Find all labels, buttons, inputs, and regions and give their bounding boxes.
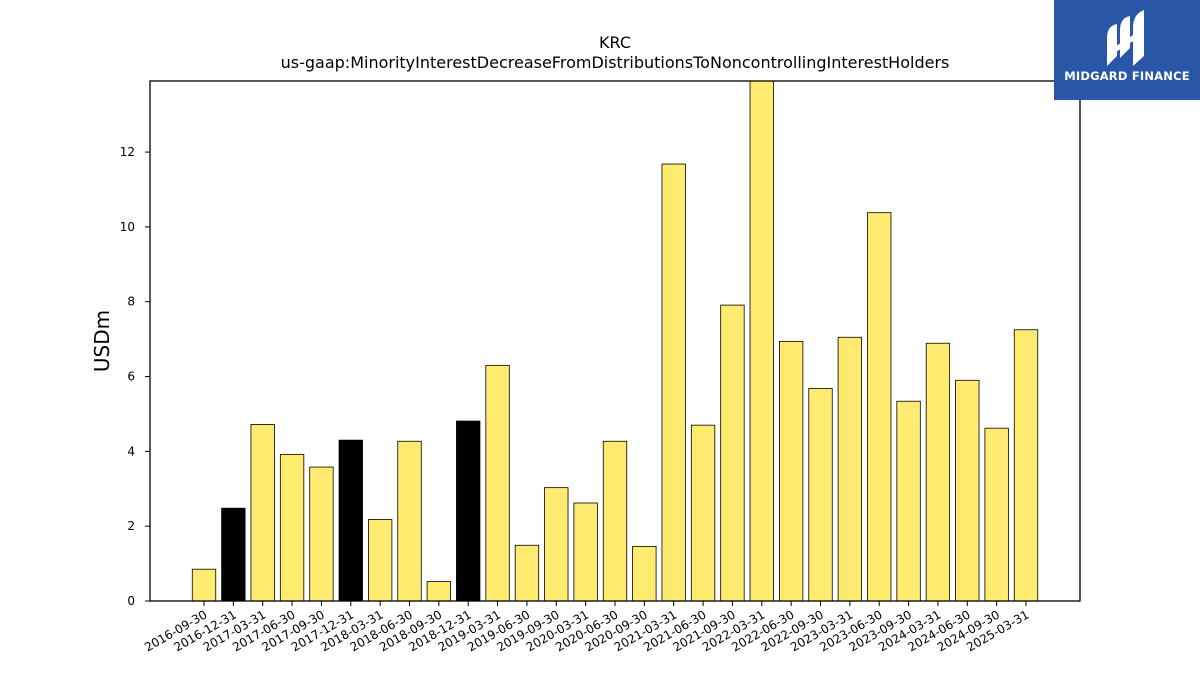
bar-2018-03-31	[367, 519, 393, 602]
y-tick-label: 6	[127, 370, 135, 384]
plot-frame	[149, 80, 1081, 602]
x-ticks-group: 2016-09-302016-12-312017-03-312017-06-30…	[142, 601, 1032, 654]
bar-2020-09-30	[632, 545, 657, 602]
bar-2018-06-30	[397, 440, 422, 602]
y-axis-label: USDm	[90, 310, 114, 372]
bar-2017-06-30	[279, 453, 305, 602]
bar-2020-06-30	[602, 440, 628, 602]
bar-2023-06-30	[867, 212, 892, 602]
bar-2023-09-30	[896, 400, 921, 602]
bars-group	[191, 80, 1039, 602]
bar-2017-12-31	[338, 439, 363, 602]
logo-text: MIDGARD FINANCE	[1064, 69, 1190, 83]
bar-2017-03-31	[250, 424, 275, 602]
bar-2024-06-30	[955, 379, 980, 602]
bar-2021-06-30	[690, 424, 716, 602]
bar-2017-09-30	[309, 466, 334, 602]
y-tick-label: 12	[120, 145, 135, 159]
chart-title: KRC	[599, 33, 631, 52]
y-tick-label: 8	[127, 295, 135, 309]
y-tick-label: 0	[127, 594, 135, 608]
y-tick-label: 10	[120, 220, 135, 234]
bar-2022-09-30	[808, 388, 833, 602]
bar-2021-09-30	[720, 304, 745, 602]
bar-2024-03-31	[925, 342, 951, 602]
y-ticks-group: 0 2 4 6 8 10 12	[120, 145, 150, 608]
chart-subtitle: us-gaap:MinorityInterestDecreaseFromDist…	[281, 53, 950, 72]
bar-2018-09-30	[426, 581, 451, 602]
bar-2019-09-30	[544, 487, 569, 602]
bar-2021-03-31	[661, 163, 686, 602]
bar-2019-03-31	[485, 364, 510, 602]
y-tick-label: 4	[127, 444, 135, 458]
y-tick-label: 2	[127, 519, 135, 533]
bar-2019-06-30	[514, 544, 540, 602]
bar-2016-09-30	[191, 568, 217, 602]
midgard-finance-logo: MIDGARD FINANCE	[1054, 0, 1200, 100]
bar-2020-03-31	[573, 502, 598, 602]
bar-2022-06-30	[779, 340, 804, 602]
bar-2022-03-31	[749, 80, 774, 602]
bar-2024-09-30	[984, 427, 1009, 602]
bar-2018-12-31	[456, 420, 481, 602]
bar-2016-12-31	[221, 507, 246, 602]
logo-mark-icon	[1107, 10, 1144, 66]
bar-2023-03-31	[837, 336, 862, 602]
bar-2025-03-31	[1013, 329, 1039, 602]
